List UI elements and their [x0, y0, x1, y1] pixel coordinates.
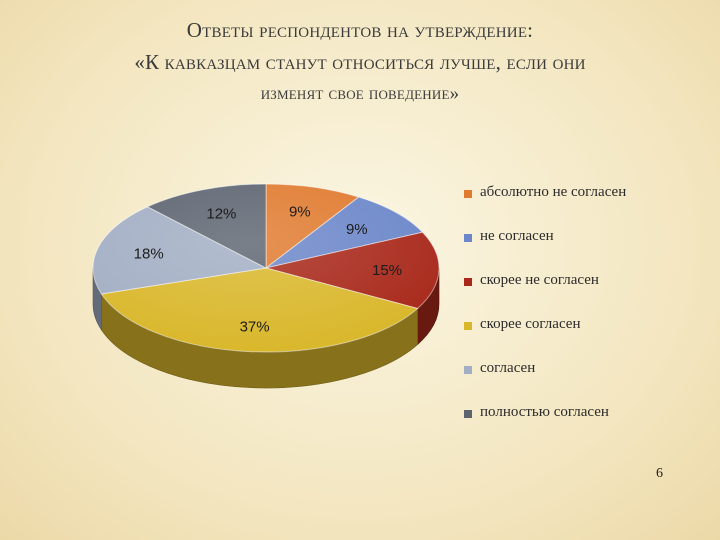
title-line-2: «К кавказцам станут относиться лучше, ес…	[134, 50, 586, 74]
slice-1-value-label: 9%	[289, 204, 311, 221]
legend-swatch	[464, 410, 472, 418]
legend-label: не согласен	[480, 228, 554, 244]
pie-gloss	[93, 184, 439, 352]
legend-label: абсолютно не согласен	[480, 184, 627, 200]
title-line-1: Ответы респондентов на утверждение:	[186, 18, 534, 42]
legend-label: скорее не согласен	[480, 272, 599, 288]
pie-labels: 9% 9% 15% 37% 18% 12%	[134, 204, 402, 336]
legend-swatch	[464, 278, 472, 286]
legend-label: скорее согласен	[480, 316, 581, 332]
page-number: 6	[656, 466, 663, 481]
slice-4-value-label: 37%	[240, 319, 270, 336]
slice-3-value-label: 15%	[372, 262, 402, 279]
title-line-3: изменят свое поведение»	[260, 83, 460, 104]
legend-label: согласен	[480, 360, 536, 376]
legend-swatch	[464, 366, 472, 374]
slice-2-value-label: 9%	[346, 221, 368, 238]
legend-swatch	[464, 234, 472, 242]
legend-label: полностью согласен	[480, 404, 609, 420]
slice-6-value-label: 12%	[206, 205, 236, 222]
legend-swatch	[464, 190, 472, 198]
slide-title: Ответы респондентов на утверждение: «К к…	[40, 14, 680, 110]
pie-tops	[92, 183, 440, 353]
slice-5-value-label: 18%	[134, 245, 164, 262]
legend-swatch	[464, 322, 472, 330]
